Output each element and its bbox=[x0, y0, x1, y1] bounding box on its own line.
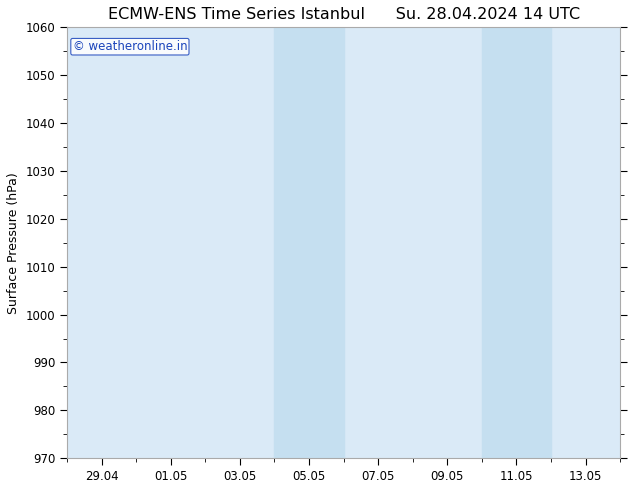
Bar bbox=[482, 27, 551, 458]
Title: ECMW-ENS Time Series Istanbul      Su. 28.04.2024 14 UTC: ECMW-ENS Time Series Istanbul Su. 28.04.… bbox=[108, 7, 579, 22]
Bar bbox=[275, 27, 344, 458]
Y-axis label: Surface Pressure (hPa): Surface Pressure (hPa) bbox=[7, 172, 20, 314]
Text: © weatheronline.in: © weatheronline.in bbox=[72, 40, 187, 53]
